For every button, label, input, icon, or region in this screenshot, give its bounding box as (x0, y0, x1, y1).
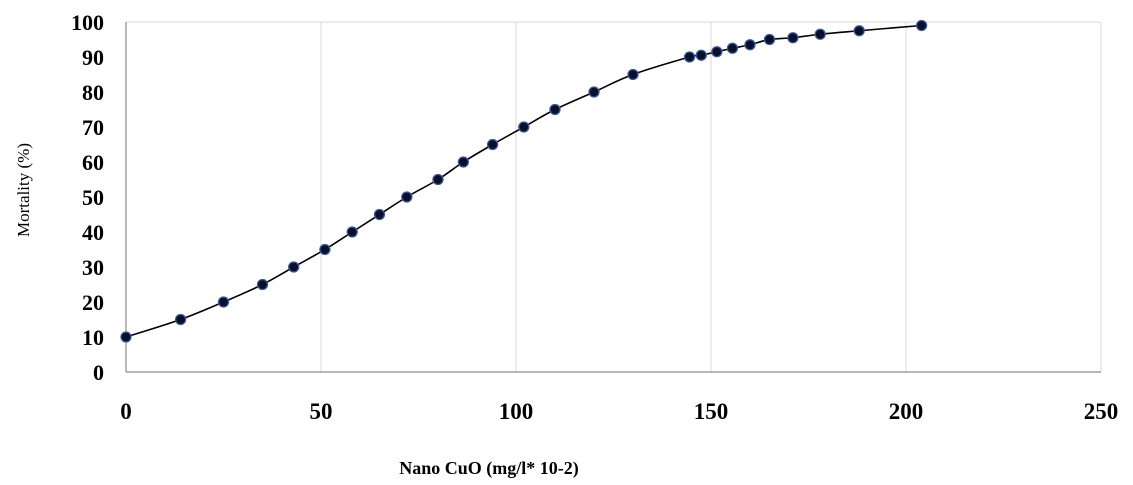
x-tick-label: 100 (499, 399, 534, 424)
data-point (373, 208, 386, 221)
y-tick-label: 60 (82, 150, 104, 175)
data-point (401, 191, 413, 203)
y-tick-label: 90 (82, 45, 104, 70)
y-tick-label: 40 (82, 220, 104, 245)
data-point (549, 103, 561, 116)
data-point (432, 173, 444, 186)
data-point (346, 226, 358, 238)
data-point (683, 51, 696, 63)
data-point (787, 32, 799, 44)
y-axis-label: Mortality (%) (14, 143, 33, 237)
x-tick-label: 50 (310, 399, 333, 424)
data-point (518, 121, 530, 133)
data-point (288, 261, 300, 273)
y-tick-label: 20 (82, 290, 104, 315)
x-axis-label: Nano CuO (mg/l* 10-2) (399, 458, 579, 479)
data-point (915, 19, 928, 32)
y-tick-label: 70 (82, 115, 104, 140)
y-tick-label: 30 (82, 255, 104, 280)
y-tick-label: 50 (82, 185, 104, 210)
x-tick-labels: 0 50 100 150 200 250 (120, 399, 1118, 424)
x-tick-label: 250 (1084, 399, 1119, 424)
point-layer (120, 19, 928, 343)
data-point (711, 46, 723, 58)
data-point (120, 331, 132, 343)
x-tick-label: 0 (120, 399, 132, 424)
data-point (588, 86, 600, 98)
data-point (726, 42, 739, 54)
data-point (486, 138, 499, 151)
axis-layer (125, 22, 1101, 373)
data-point (256, 278, 269, 291)
data-point (627, 68, 639, 81)
y-tick-label: 80 (82, 80, 104, 105)
y-tick-label: 10 (82, 325, 104, 350)
data-point (763, 33, 776, 46)
data-point (174, 313, 187, 326)
fitted-curve (125, 24, 922, 338)
data-point (744, 39, 756, 51)
data-point (814, 28, 826, 40)
data-point (217, 296, 230, 308)
y-tick-labels: 0 10 20 30 40 50 60 70 80 90 100 (71, 10, 104, 385)
data-point (853, 25, 865, 37)
x-tick-label: 150 (694, 399, 729, 424)
curve-layer (125, 24, 922, 338)
x-tick-label: 200 (889, 399, 924, 424)
data-point (457, 156, 470, 168)
y-tick-label: 0 (93, 360, 104, 385)
data-point (319, 243, 331, 256)
data-point (695, 49, 707, 61)
grid-layer (126, 21, 1102, 372)
y-tick-label: 100 (71, 10, 104, 35)
